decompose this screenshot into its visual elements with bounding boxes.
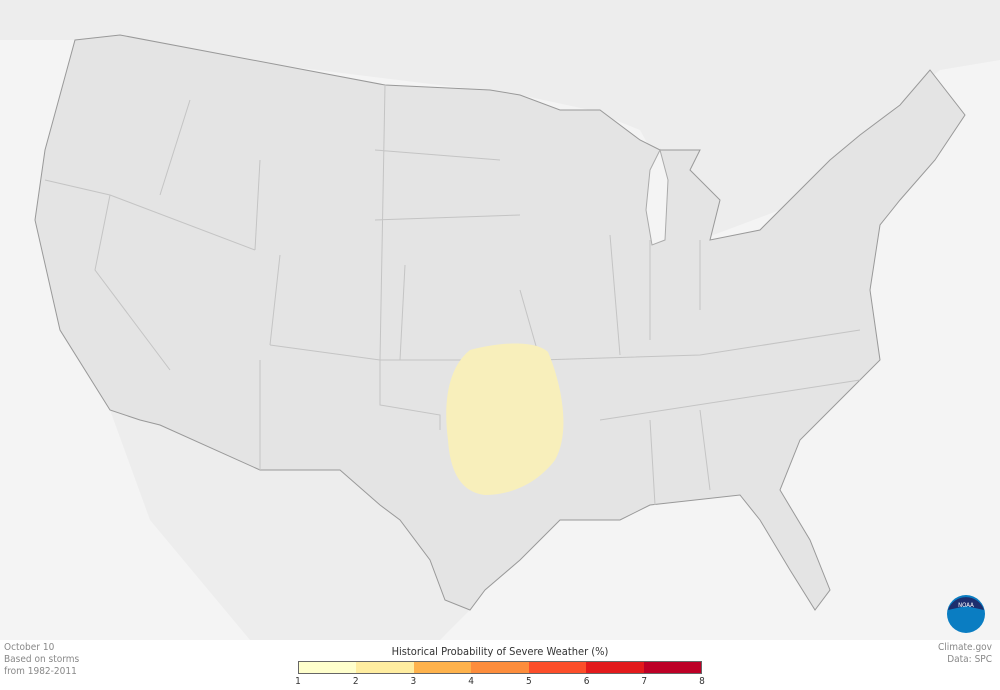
legend-tick: 6: [583, 676, 590, 687]
legend-swatch: [471, 662, 529, 673]
legend-swatch: [586, 662, 644, 673]
credit-label: Climate.gov: [937, 642, 992, 653]
legend-tick: 1: [295, 676, 301, 687]
svg-text:NOAA: NOAA: [958, 602, 974, 609]
canada-mexico-background: [0, 0, 1000, 640]
lake-michigan: [645, 148, 669, 246]
source-label: Data: SPC: [947, 654, 992, 665]
legend-tick: 7: [641, 676, 648, 687]
legend-swatch: [356, 662, 414, 673]
basis-line-1: Based on storms: [4, 654, 80, 665]
legend-tick: 5: [525, 676, 532, 687]
legend-tick: 3: [410, 676, 417, 687]
us-map: NOAA: [0, 0, 1000, 640]
severe-weather-probability-area: [446, 343, 564, 495]
basis-line-2: from 1982-2011: [4, 666, 77, 677]
legend-title: Historical Probability of Severe Weather…: [391, 645, 609, 658]
legend-swatch: [299, 662, 357, 673]
legend-tick: 4: [468, 676, 474, 687]
legend-tick: 8: [699, 676, 705, 687]
date-label: October 10: [4, 642, 55, 653]
legend-swatch: [528, 662, 587, 673]
credits: Climate.gov Data: SPC: [938, 642, 992, 666]
us-land: [34, 34, 966, 611]
map-caption: October 10 Based on storms from 1982-201…: [4, 642, 79, 678]
legend-color-bar: [298, 661, 702, 674]
legend-swatch: [643, 662, 701, 673]
legend-tick: 2: [352, 676, 359, 687]
legend-swatch: [413, 662, 472, 673]
noaa-logo: NOAA: [947, 595, 985, 633]
state-borders: [44, 84, 861, 506]
